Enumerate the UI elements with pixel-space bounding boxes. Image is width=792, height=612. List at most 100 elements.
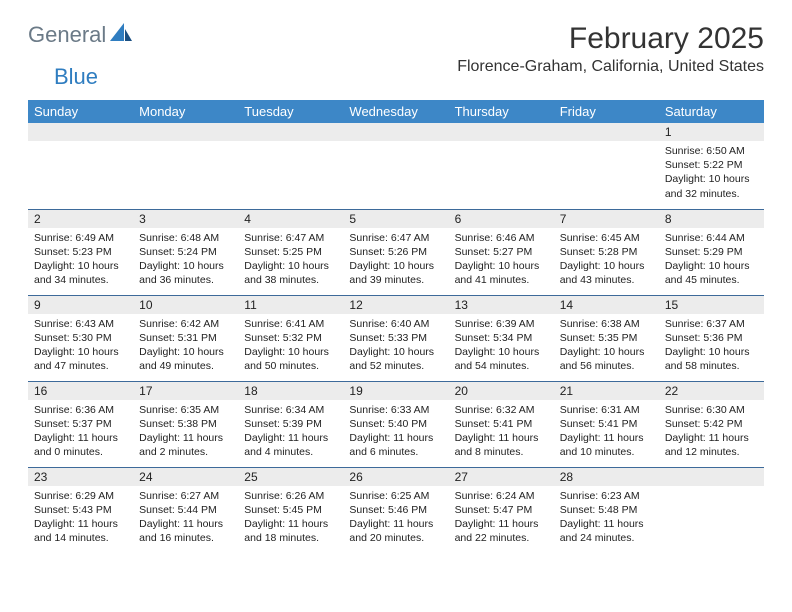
- sunrise-text: Sunrise: 6:50 AM: [665, 144, 758, 158]
- calendar-day-cell: 6Sunrise: 6:46 AMSunset: 5:27 PMDaylight…: [449, 209, 554, 295]
- sunrise-text: Sunrise: 6:24 AM: [455, 489, 548, 503]
- daylight-text: Daylight: 11 hours and 10 minutes.: [560, 431, 653, 459]
- daylight-text: Daylight: 10 hours and 39 minutes.: [349, 259, 442, 287]
- daylight-text: Daylight: 10 hours and 41 minutes.: [455, 259, 548, 287]
- day-number: 10: [133, 296, 238, 314]
- calendar-day-cell: 24Sunrise: 6:27 AMSunset: 5:44 PMDayligh…: [133, 467, 238, 553]
- day-details: [659, 486, 764, 493]
- sunrise-text: Sunrise: 6:41 AM: [244, 317, 337, 331]
- sunset-text: Sunset: 5:41 PM: [560, 417, 653, 431]
- day-details: Sunrise: 6:43 AMSunset: 5:30 PMDaylight:…: [28, 314, 133, 378]
- daylight-text: Daylight: 10 hours and 43 minutes.: [560, 259, 653, 287]
- day-number: [133, 123, 238, 141]
- calendar-day-cell: 18Sunrise: 6:34 AMSunset: 5:39 PMDayligh…: [238, 381, 343, 467]
- calendar-day-cell: [28, 123, 133, 209]
- calendar-week-row: 2Sunrise: 6:49 AMSunset: 5:23 PMDaylight…: [28, 209, 764, 295]
- day-number: 23: [28, 468, 133, 486]
- calendar-day-cell: 10Sunrise: 6:42 AMSunset: 5:31 PMDayligh…: [133, 295, 238, 381]
- daylight-text: Daylight: 11 hours and 6 minutes.: [349, 431, 442, 459]
- sunset-text: Sunset: 5:39 PM: [244, 417, 337, 431]
- sunset-text: Sunset: 5:38 PM: [139, 417, 232, 431]
- daylight-text: Daylight: 10 hours and 58 minutes.: [665, 345, 758, 373]
- sunrise-text: Sunrise: 6:33 AM: [349, 403, 442, 417]
- sunrise-text: Sunrise: 6:26 AM: [244, 489, 337, 503]
- day-number: 1: [659, 123, 764, 141]
- calendar-day-cell: 3Sunrise: 6:48 AMSunset: 5:24 PMDaylight…: [133, 209, 238, 295]
- day-details: Sunrise: 6:38 AMSunset: 5:35 PMDaylight:…: [554, 314, 659, 378]
- daylight-text: Daylight: 11 hours and 16 minutes.: [139, 517, 232, 545]
- day-details: [449, 141, 554, 148]
- calendar-day-cell: 23 Sunrise: 6:29 AMSunset: 5:43 PMDayligh…: [28, 467, 133, 553]
- sunrise-text: Sunrise: 6:23 AM: [560, 489, 653, 503]
- day-number: 13: [449, 296, 554, 314]
- calendar-day-cell: 2Sunrise: 6:49 AMSunset: 5:23 PMDaylight…: [28, 209, 133, 295]
- day-details: Sunrise: 6:32 AMSunset: 5:41 PMDaylight:…: [449, 400, 554, 464]
- weekday-header: Thursday: [449, 100, 554, 123]
- day-details: Sunrise: 6:27 AMSunset: 5:44 PMDaylight:…: [133, 486, 238, 550]
- sunrise-text: Sunrise: 6:42 AM: [139, 317, 232, 331]
- sunset-text: Sunset: 5:43 PM: [34, 503, 127, 517]
- daylight-text: Daylight: 10 hours and 38 minutes.: [244, 259, 337, 287]
- sunrise-text: Sunrise: 6:49 AM: [34, 231, 127, 245]
- day-number: [28, 123, 133, 141]
- day-number: 17: [133, 382, 238, 400]
- sunrise-text: Sunrise: 6:47 AM: [244, 231, 337, 245]
- calendar-day-cell: [659, 467, 764, 553]
- logo-text-blue: Blue: [54, 64, 98, 89]
- day-number: 8: [659, 210, 764, 228]
- location-subtitle: Florence-Graham, California, United Stat…: [457, 58, 764, 76]
- sunrise-text: Sunrise: 6:31 AM: [560, 403, 653, 417]
- sunset-text: Sunset: 5:29 PM: [665, 245, 758, 259]
- sunset-text: Sunset: 5:27 PM: [455, 245, 548, 259]
- logo-sail-icon: [110, 23, 132, 48]
- sunset-text: Sunset: 5:44 PM: [139, 503, 232, 517]
- sunrise-text: Sunrise: 6:47 AM: [349, 231, 442, 245]
- sunset-text: Sunset: 5:32 PM: [244, 331, 337, 345]
- calendar-day-cell: 16Sunrise: 6:36 AMSunset: 5:37 PMDayligh…: [28, 381, 133, 467]
- sunrise-text: Sunrise: 6:29 AM: [34, 489, 127, 503]
- daylight-text: Daylight: 10 hours and 56 minutes.: [560, 345, 653, 373]
- weekday-header: Monday: [133, 100, 238, 123]
- day-details: Sunrise: 6:49 AMSunset: 5:23 PMDaylight:…: [28, 228, 133, 292]
- sunset-text: Sunset: 5:48 PM: [560, 503, 653, 517]
- daylight-text: Daylight: 11 hours and 24 minutes.: [560, 517, 653, 545]
- calendar-day-cell: 25Sunrise: 6:26 AMSunset: 5:45 PMDayligh…: [238, 467, 343, 553]
- day-number: [449, 123, 554, 141]
- day-number: 4: [238, 210, 343, 228]
- day-number: 3: [133, 210, 238, 228]
- day-number: 14: [554, 296, 659, 314]
- day-number: 2: [28, 210, 133, 228]
- logo-text-general: General: [28, 22, 106, 48]
- sunrise-text: Sunrise: 6:44 AM: [665, 231, 758, 245]
- sunrise-text: Sunrise: 6:35 AM: [139, 403, 232, 417]
- day-number: 16: [28, 382, 133, 400]
- day-details: Sunrise: 6:48 AMSunset: 5:24 PMDaylight:…: [133, 228, 238, 292]
- sunrise-text: Sunrise: 6:40 AM: [349, 317, 442, 331]
- day-details: Sunrise: 6:47 AMSunset: 5:26 PMDaylight:…: [343, 228, 448, 292]
- day-number: 9: [28, 296, 133, 314]
- day-details: [133, 141, 238, 148]
- day-details: Sunrise: 6:40 AMSunset: 5:33 PMDaylight:…: [343, 314, 448, 378]
- day-number: [659, 468, 764, 486]
- day-number: 11: [238, 296, 343, 314]
- day-number: 21: [554, 382, 659, 400]
- day-details: [554, 141, 659, 148]
- calendar-day-cell: 27Sunrise: 6:24 AMSunset: 5:47 PMDayligh…: [449, 467, 554, 553]
- calendar-day-cell: 14Sunrise: 6:38 AMSunset: 5:35 PMDayligh…: [554, 295, 659, 381]
- sunset-text: Sunset: 5:37 PM: [34, 417, 127, 431]
- daylight-text: Daylight: 11 hours and 14 minutes.: [34, 517, 127, 545]
- day-number: 28: [554, 468, 659, 486]
- weekday-header: Saturday: [659, 100, 764, 123]
- day-number: 22: [659, 382, 764, 400]
- calendar-week-row: 1Sunrise: 6:50 AMSunset: 5:22 PMDaylight…: [28, 123, 764, 209]
- sunrise-text: Sunrise: 6:45 AM: [560, 231, 653, 245]
- calendar-body: 1Sunrise: 6:50 AMSunset: 5:22 PMDaylight…: [28, 123, 764, 553]
- sunset-text: Sunset: 5:40 PM: [349, 417, 442, 431]
- sunset-text: Sunset: 5:36 PM: [665, 331, 758, 345]
- daylight-text: Daylight: 10 hours and 52 minutes.: [349, 345, 442, 373]
- calendar-day-cell: [133, 123, 238, 209]
- day-details: Sunrise: 6:50 AMSunset: 5:22 PMDaylight:…: [659, 141, 764, 205]
- day-details: Sunrise: 6:39 AMSunset: 5:34 PMDaylight:…: [449, 314, 554, 378]
- calendar-table: Sunday Monday Tuesday Wednesday Thursday…: [28, 100, 764, 553]
- day-number: 20: [449, 382, 554, 400]
